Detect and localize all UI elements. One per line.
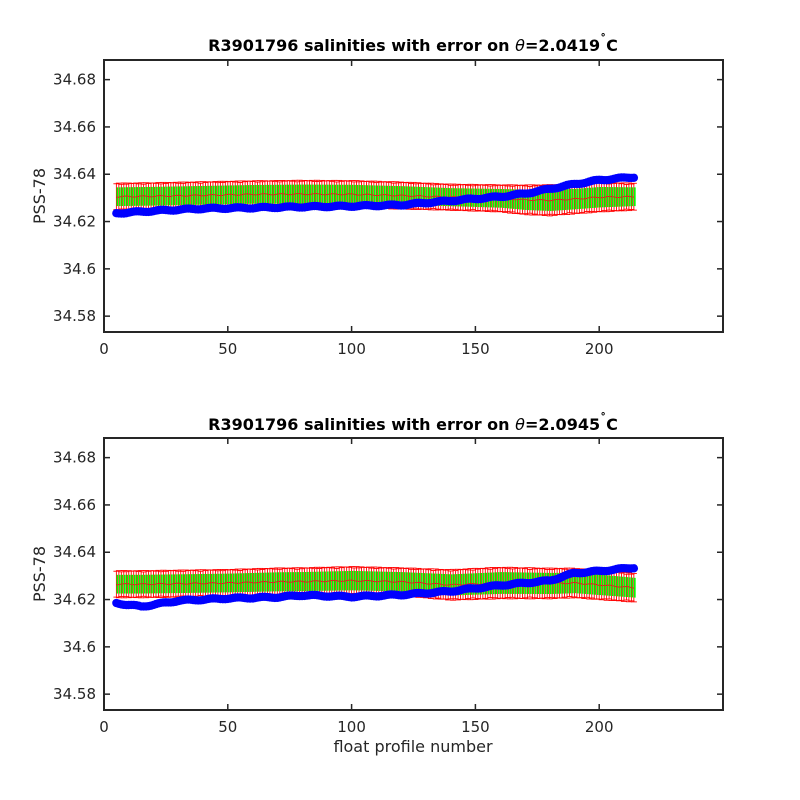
- top-y-tick-label: 34.68: [53, 71, 96, 89]
- top-x-tick-label: 150: [461, 340, 490, 358]
- bottom-y-tick-label: 34.62: [53, 591, 96, 609]
- top-salinity-panel: R3901796 salinities with error on θ=2.04…: [30, 32, 724, 358]
- bottom-plot-frame: [103, 437, 724, 711]
- top-x-axis: 0 50 100 150 200: [99, 60, 614, 358]
- bottom-y-tick-label: 34.6: [63, 638, 96, 656]
- bottom-x-tick-label: 100: [337, 718, 366, 736]
- bottom-x-axis: 0 50 100 150 200: [99, 438, 614, 736]
- top-y-tick-label: 34.66: [53, 118, 96, 136]
- top-chart-marks: [112, 173, 639, 218]
- top-y-tick-label: 34.62: [53, 213, 96, 231]
- top-plot-frame: [103, 59, 724, 333]
- top-chart-title: R3901796 salinities with error on θ=2.04…: [208, 32, 618, 55]
- top-x-tick-label: 0: [99, 340, 109, 358]
- bottom-float-salinity-point: [629, 564, 639, 573]
- bottom-y-axis-label: PSS-78: [30, 546, 49, 602]
- bottom-y-tick-label: 34.64: [53, 543, 96, 561]
- bottom-x-axis-label: float profile number: [333, 737, 493, 756]
- bottom-x-tick-label: 200: [585, 718, 614, 736]
- top-y-axis-label: PSS-78: [30, 168, 49, 224]
- top-mapped-line: [116, 193, 634, 202]
- top-x-tick-label: 200: [585, 340, 614, 358]
- top-y-tick-label: 34.64: [53, 165, 96, 183]
- bottom-y-axis: 34.58 34.6 34.62 34.64 34.66 34.68: [53, 449, 723, 703]
- top-y-tick-label: 34.58: [53, 307, 96, 325]
- bottom-x-tick-label: 0: [99, 718, 109, 736]
- top-x-tick-label: 100: [337, 340, 366, 358]
- bottom-y-tick-label: 34.66: [53, 496, 96, 514]
- bottom-chart-marks: [112, 563, 639, 611]
- bottom-chart-title: R3901796 salinities with error on θ=2.09…: [208, 411, 618, 434]
- bottom-y-tick-label: 34.58: [53, 685, 96, 703]
- bottom-salinity-panel: R3901796 salinities with error on θ=2.09…: [30, 411, 724, 756]
- top-y-tick-label: 34.6: [63, 260, 96, 278]
- bottom-x-tick-label: 150: [461, 718, 490, 736]
- bottom-y-tick-label: 34.68: [53, 449, 96, 467]
- top-x-tick-label: 50: [218, 340, 237, 358]
- top-y-axis: 34.58 34.6 34.62 34.64 34.66 34.68: [53, 71, 723, 325]
- bottom-x-tick-label: 50: [218, 718, 237, 736]
- top-float-salinity-point: [629, 173, 639, 182]
